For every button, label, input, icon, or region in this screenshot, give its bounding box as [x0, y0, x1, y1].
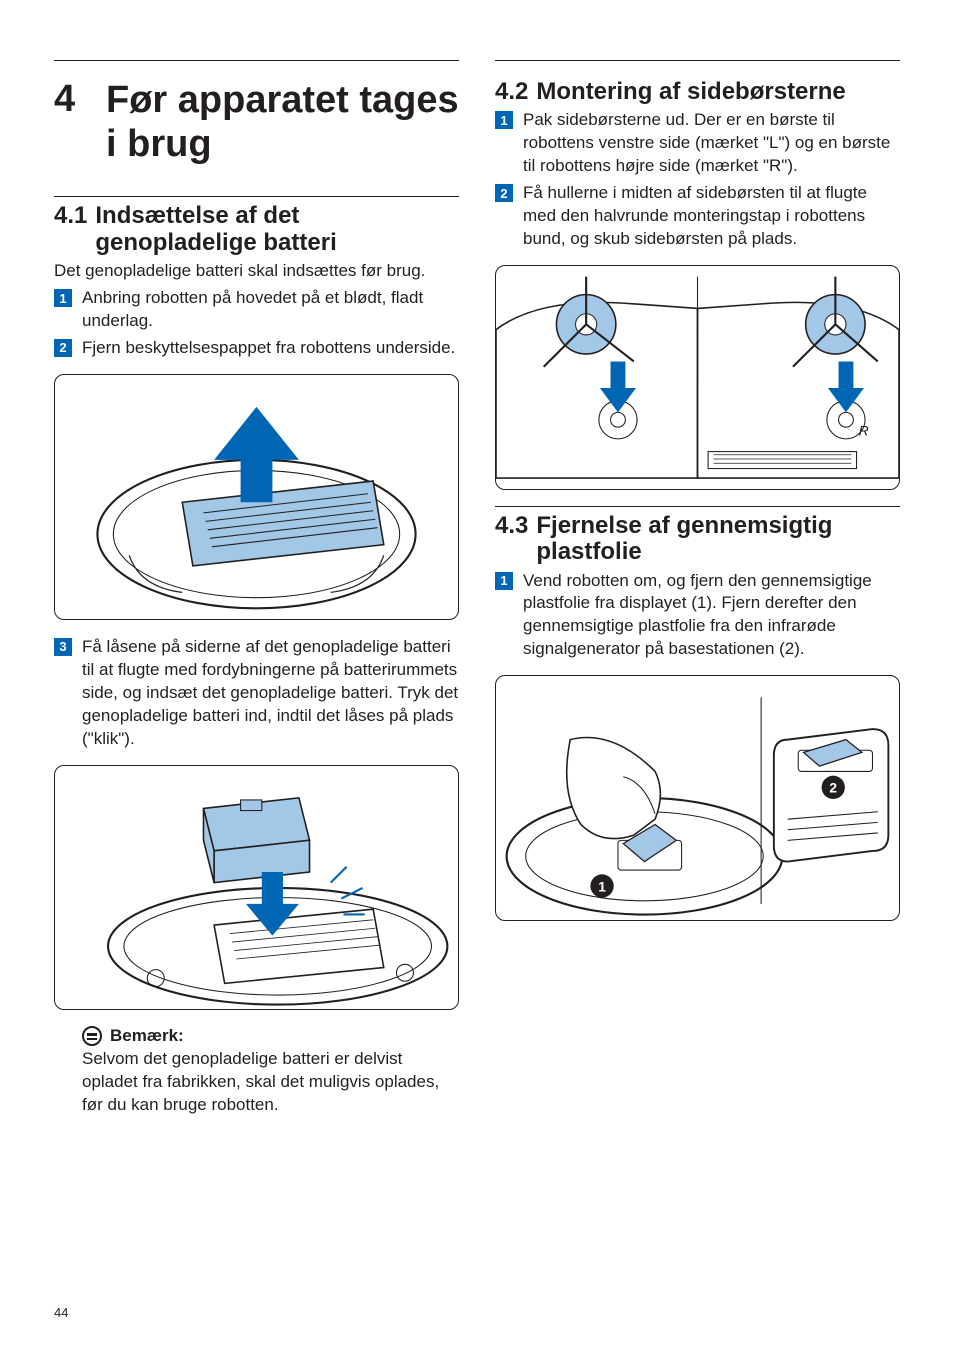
note-heading: Bemærk:: [82, 1026, 459, 1046]
callout-1: 1: [598, 880, 606, 895]
step-row: 1 Vend robotten om, og fjern den gennems…: [495, 570, 900, 662]
step-badge: 1: [495, 572, 513, 590]
section-rule-4-1: [54, 196, 459, 197]
figure-4-1b: [54, 765, 459, 1011]
illustration-peel-film: 1 2: [496, 676, 899, 920]
step-badge: 3: [54, 638, 72, 656]
section-number: 4.1: [54, 203, 87, 229]
figure-4-3: 1 2: [495, 675, 900, 921]
chapter-title: Før apparatet tages i brug: [106, 79, 459, 166]
section-intro: Det genopladelige batteri skal indsættes…: [54, 260, 459, 283]
arrow-down-icon: [828, 361, 864, 412]
step-row: 3 Få låsene på siderne af det genopladel…: [54, 636, 459, 751]
illustration-side-brushes: R: [496, 266, 899, 489]
section-title: Montering af sidebørsterne: [536, 79, 845, 105]
top-rule-left: [54, 60, 459, 61]
step-badge: 2: [495, 184, 513, 202]
page-columns: 4 Før apparatet tages i brug 4.1 Indsætt…: [54, 60, 900, 1117]
step-text: Anbring robotten på hovedet på et blødt,…: [82, 287, 459, 333]
step-row: 1 Pak sidebørsterne ud. Der er en børste…: [495, 109, 900, 178]
section-heading-4-2: 4.2 Montering af sidebørsterne: [495, 79, 900, 105]
step-row: 2 Fjern beskyttelsespappet fra robottens…: [54, 337, 459, 360]
arrow-down-icon: [246, 872, 299, 936]
figure-4-2: R: [495, 265, 900, 490]
illustration-insert-battery: [55, 766, 458, 1010]
illustration-remove-cardboard: [55, 375, 458, 619]
step-text: Få hullerne i midten af sidebørsten til …: [523, 182, 900, 251]
top-rule-right: [495, 60, 900, 61]
page-number: 44: [54, 1305, 68, 1320]
note-icon: [82, 1026, 102, 1046]
callout-2: 2: [829, 781, 837, 796]
step-badge: 1: [495, 111, 513, 129]
right-column: 4.2 Montering af sidebørsterne 1 Pak sid…: [495, 60, 900, 1117]
chapter-number: 4: [54, 79, 106, 121]
battery-icon: [203, 797, 309, 882]
step-text: Få låsene på siderne af det genopladelig…: [82, 636, 459, 751]
left-column: 4 Før apparatet tages i brug 4.1 Indsætt…: [54, 60, 459, 1117]
section-rule-4-3: [495, 506, 900, 507]
step-badge: 1: [54, 289, 72, 307]
note-label: Bemærk:: [110, 1026, 184, 1046]
section-title: Indsættelse af det genopladelige batteri: [95, 203, 459, 256]
note-body: Selvom det genopladelige batteri er delv…: [82, 1048, 455, 1117]
arrow-up-icon: [214, 407, 299, 502]
section-heading-4-3: 4.3 Fjernelse af gennemsigtig plastfolie: [495, 513, 900, 566]
step-text: Vend robotten om, og fjern den gennemsig…: [523, 570, 900, 662]
section-heading-4-1: 4.1 Indsættelse af det genopladelige bat…: [54, 203, 459, 256]
step-text: Pak sidebørsterne ud. Der er en børste t…: [523, 109, 900, 178]
section-number: 4.3: [495, 513, 528, 539]
section-title: Fjernelse af gennemsigtig plastfolie: [536, 513, 900, 566]
step-text: Fjern beskyttelsespappet fra robottens u…: [82, 337, 459, 360]
section-number: 4.2: [495, 79, 528, 105]
step-row: 2 Få hullerne i midten af sidebørsten ti…: [495, 182, 900, 251]
chapter-heading: 4 Før apparatet tages i brug: [54, 79, 459, 166]
svg-text:R: R: [859, 424, 869, 439]
step-badge: 2: [54, 339, 72, 357]
step-row: 1 Anbring robotten på hovedet på et blød…: [54, 287, 459, 333]
figure-4-1a: [54, 374, 459, 620]
arrow-down-icon: [600, 361, 636, 412]
